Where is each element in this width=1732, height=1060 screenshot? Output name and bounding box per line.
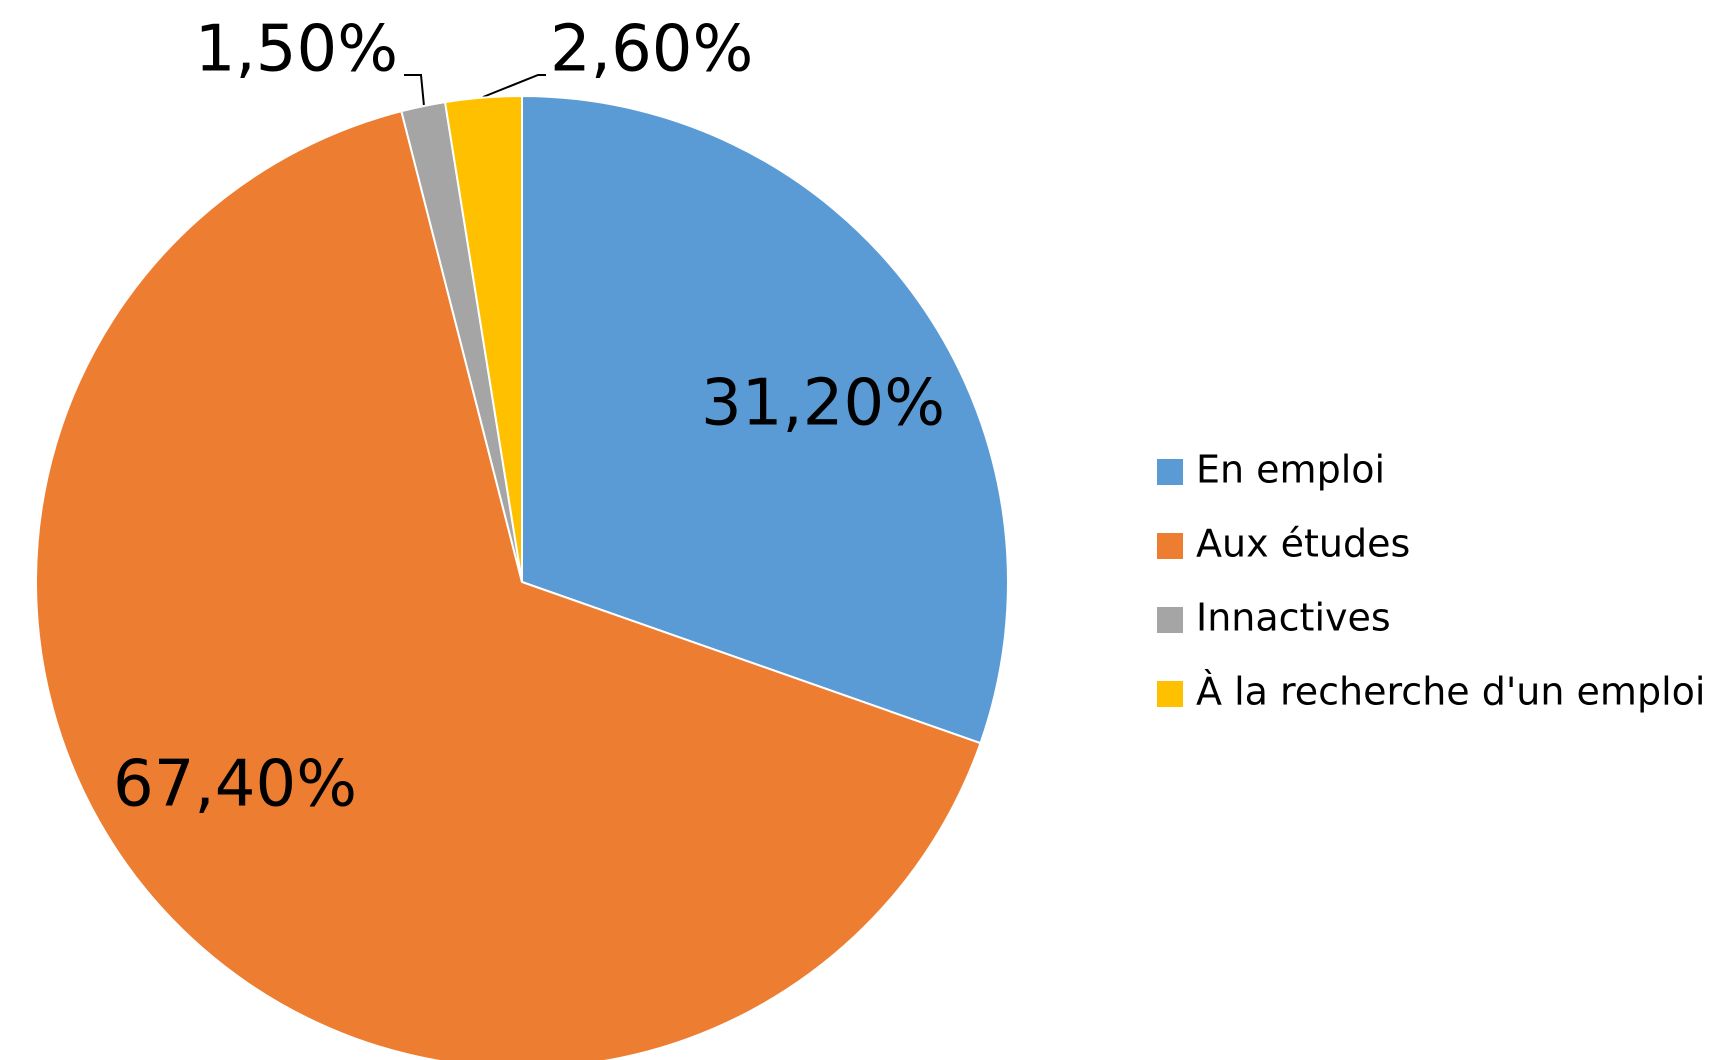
data-label: 2,60% <box>550 13 753 87</box>
leader-line <box>404 74 425 107</box>
legend-swatch <box>1157 533 1183 559</box>
pie-slice <box>443 94 523 583</box>
pie-slice <box>521 94 1009 745</box>
leader-line <box>482 74 546 98</box>
legend-label: À la recherche d'un emploi <box>1196 670 1705 714</box>
data-label: 31,20% <box>701 367 945 441</box>
legend-swatch <box>1157 681 1183 707</box>
data-label: 1,50% <box>195 13 398 87</box>
legend-label: En emploi <box>1196 448 1385 492</box>
legend-swatch <box>1157 607 1183 633</box>
pie-slice <box>35 109 982 1060</box>
data-label: 67,40% <box>113 748 357 822</box>
legend-label: Innactives <box>1196 596 1391 640</box>
legend-label: Aux études <box>1196 522 1410 566</box>
legend-swatch <box>1157 459 1183 485</box>
